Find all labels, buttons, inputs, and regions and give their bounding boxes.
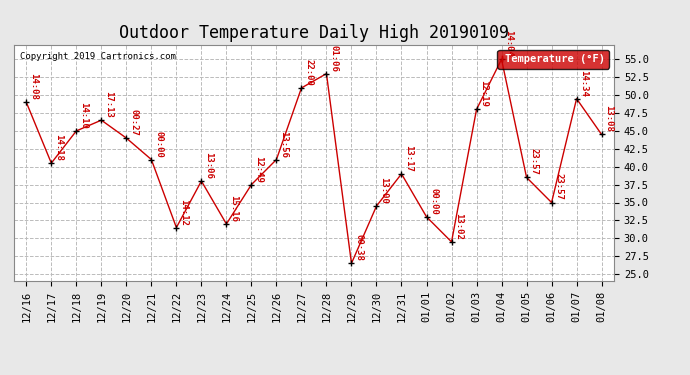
Text: 13:08: 13:08 [604, 105, 613, 132]
Text: 15:16: 15:16 [229, 195, 239, 222]
Legend: Temperature (°F): Temperature (°F) [497, 50, 609, 69]
Text: 14:08: 14:08 [29, 73, 39, 100]
Text: 14:04: 14:04 [504, 30, 513, 57]
Text: 13:06: 13:06 [204, 152, 213, 179]
Text: 23:57: 23:57 [529, 148, 539, 175]
Text: 13:17: 13:17 [404, 145, 413, 172]
Text: 23:57: 23:57 [555, 174, 564, 200]
Text: 00:38: 00:38 [355, 234, 364, 261]
Text: 14:12: 14:12 [179, 198, 188, 225]
Text: 00:00: 00:00 [429, 188, 439, 214]
Text: 01:06: 01:06 [329, 45, 339, 72]
Text: 13:56: 13:56 [279, 130, 288, 158]
Text: 12:49: 12:49 [255, 156, 264, 183]
Text: 13:00: 13:00 [380, 177, 388, 204]
Text: 00:27: 00:27 [129, 109, 139, 136]
Text: 14:10: 14:10 [79, 102, 88, 129]
Title: Outdoor Temperature Daily High 20190109: Outdoor Temperature Daily High 20190109 [119, 24, 509, 42]
Text: 17:13: 17:13 [104, 91, 113, 118]
Text: 00:00: 00:00 [155, 130, 164, 158]
Text: 14:34: 14:34 [580, 70, 589, 96]
Text: Copyright 2019 Cartronics.com: Copyright 2019 Cartronics.com [20, 52, 176, 61]
Text: 22:00: 22:00 [304, 59, 313, 86]
Text: 12:19: 12:19 [480, 80, 489, 107]
Text: 14:18: 14:18 [55, 134, 63, 161]
Text: 13:02: 13:02 [455, 213, 464, 240]
